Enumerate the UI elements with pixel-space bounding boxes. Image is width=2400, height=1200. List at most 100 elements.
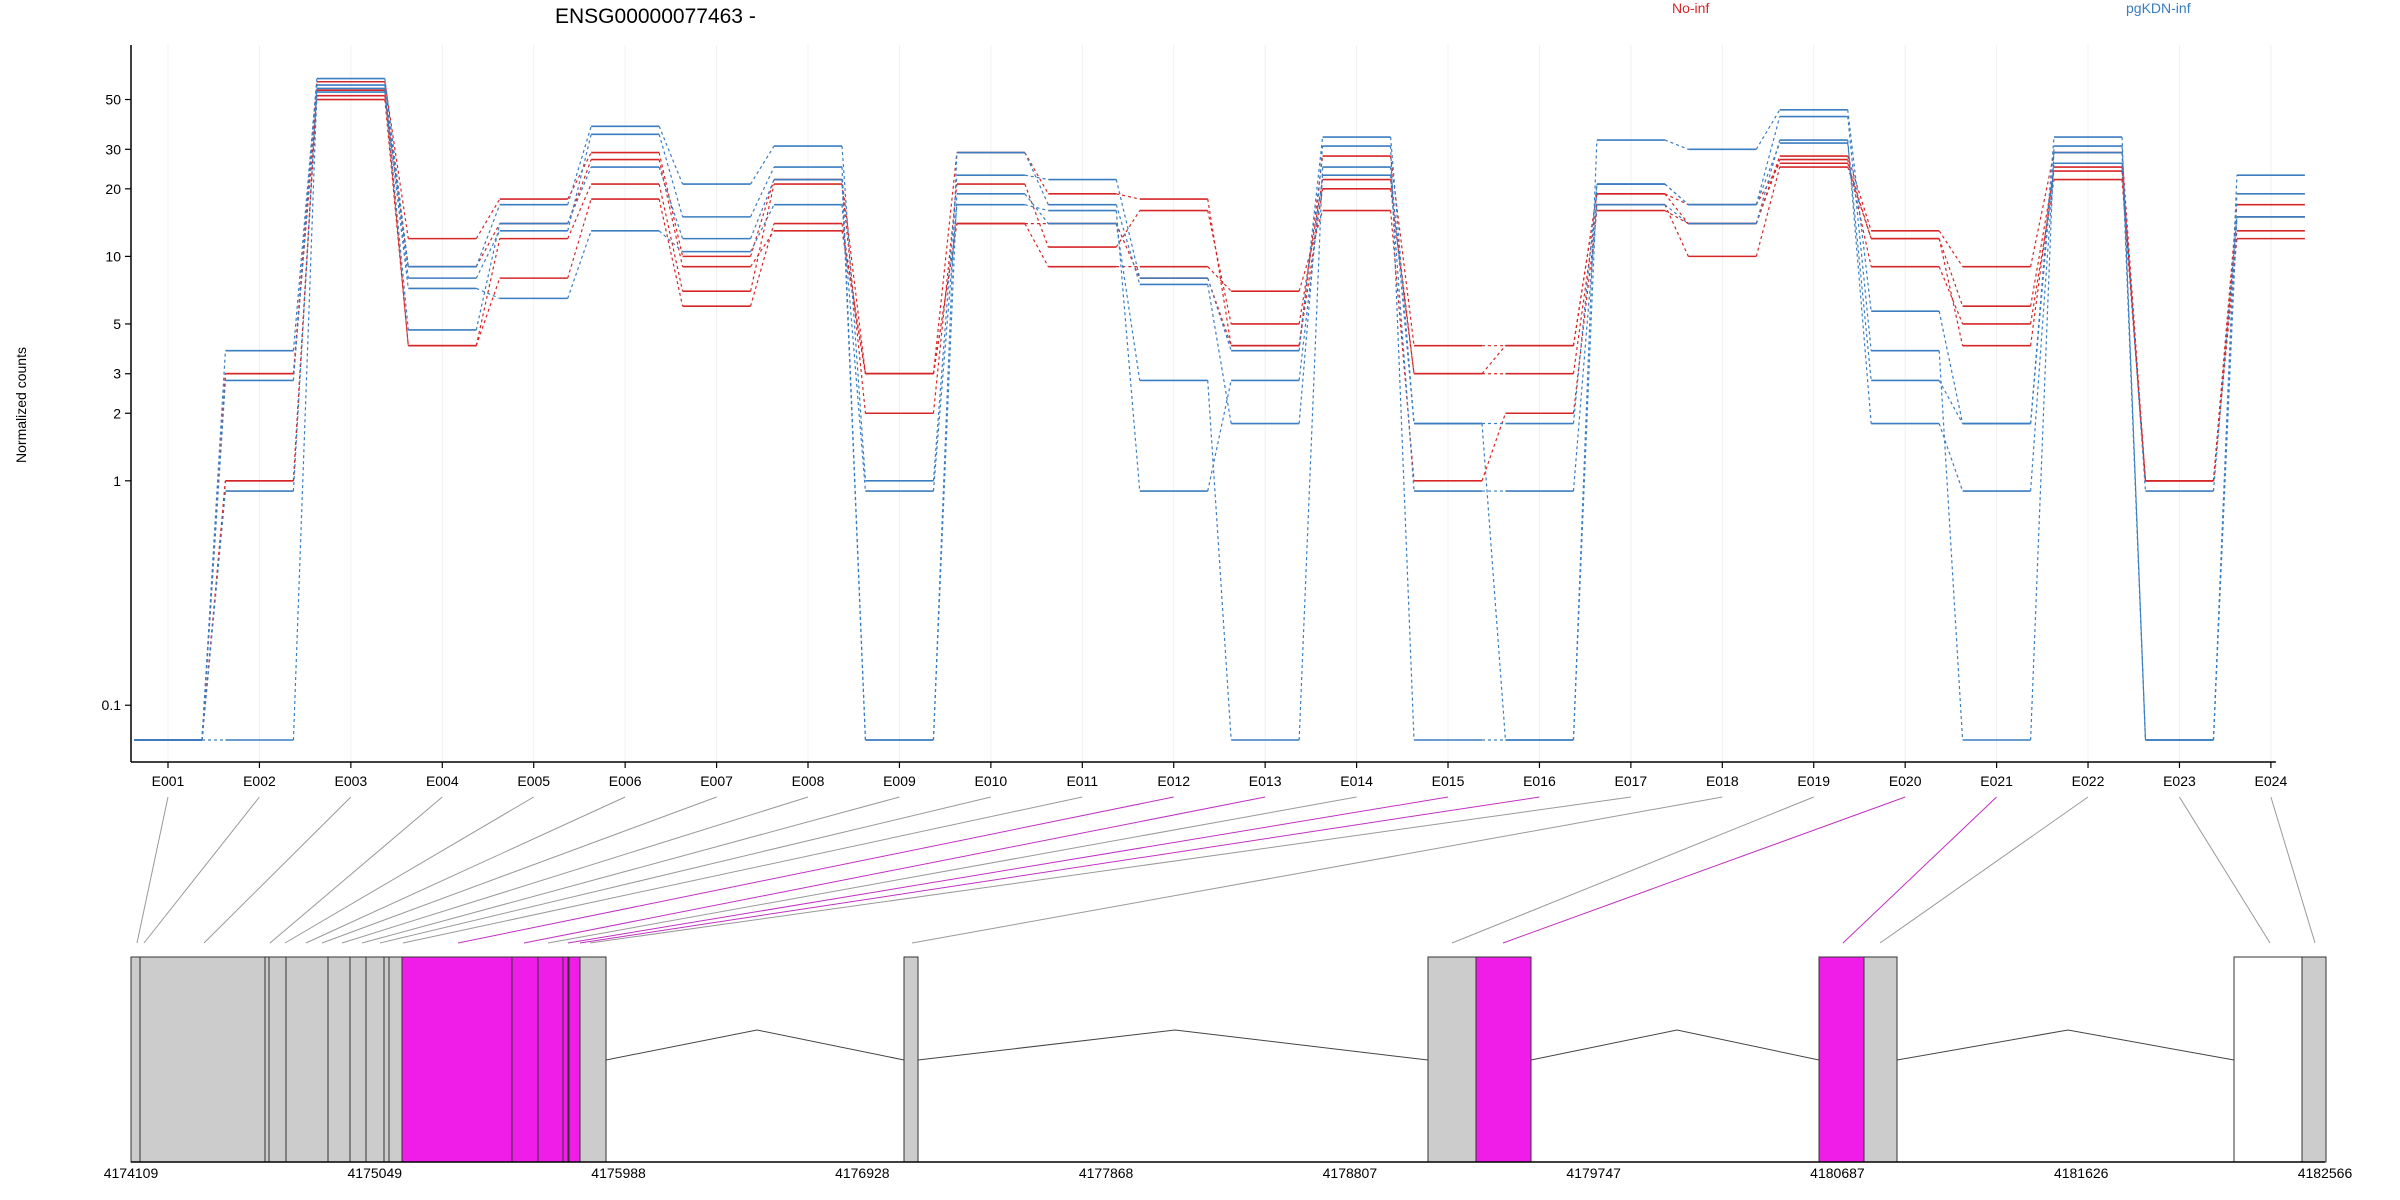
- x-tick-label: E007: [700, 773, 733, 789]
- series-link: [1664, 193, 1689, 206]
- series-link: [567, 159, 592, 224]
- x-tick-label: E018: [1706, 773, 1739, 789]
- chart-title: ENSG00000077463 -: [555, 5, 756, 28]
- series-link: [1207, 210, 1232, 325]
- exon-connector: [567, 796, 1449, 944]
- x-tick-label: E017: [1615, 773, 1648, 789]
- exon-connector: [2270, 796, 2316, 944]
- series-pgkdn-inf-6: [134, 87, 2305, 741]
- series-link: [1481, 345, 1506, 375]
- exon-connector: [547, 796, 1357, 944]
- exon-block: [579, 956, 607, 1163]
- series-link: [201, 380, 227, 741]
- series-link: [292, 99, 318, 374]
- series-link: [1755, 109, 1781, 150]
- series-link: [932, 223, 958, 374]
- series-link: [201, 480, 227, 741]
- series-pgkdn-inf-7: [134, 91, 2305, 741]
- x-tick-label: E002: [243, 773, 276, 789]
- series-link: [841, 179, 867, 374]
- exon-connector: [523, 796, 1266, 944]
- series-link: [658, 230, 683, 253]
- y-tick-label: 1: [113, 473, 121, 489]
- x-tick-label: E020: [1889, 773, 1922, 789]
- x-tick-label: E014: [1340, 773, 1373, 789]
- series-link: [384, 84, 409, 279]
- series-link: [750, 145, 775, 185]
- series-link: [932, 184, 958, 414]
- exon-connector: [341, 796, 809, 944]
- series-link: [750, 223, 775, 307]
- y-tick-label: 10: [105, 248, 121, 264]
- series-link: [1116, 193, 1140, 200]
- series-link: [384, 99, 409, 346]
- intron-line: [1896, 1029, 2235, 1061]
- x-tick-label: E012: [1157, 773, 1190, 789]
- series-link: [384, 81, 409, 239]
- series-link: [750, 230, 775, 267]
- series-link: [475, 230, 501, 279]
- series-link: [1755, 116, 1781, 205]
- exon-connectors: [136, 796, 2316, 944]
- x-tick-label: E016: [1523, 773, 1556, 789]
- coordinate-label: 4180687: [1810, 1165, 1865, 1181]
- x-tick-label: E023: [2163, 773, 2196, 789]
- series-link: [1572, 204, 1598, 374]
- series-link: [1207, 380, 1232, 492]
- series-link: [1115, 210, 1141, 492]
- x-tick-label: E021: [1980, 773, 2013, 789]
- series-link: [1024, 193, 1049, 224]
- series-link: [1755, 159, 1781, 224]
- series-link: [2121, 163, 2147, 492]
- y-tick-label: 0.1: [102, 697, 122, 713]
- series-link: [1298, 210, 1324, 292]
- series-link: [1024, 223, 1049, 267]
- series-link: [658, 126, 684, 185]
- series-link: [932, 193, 958, 741]
- series-link: [1847, 142, 1872, 381]
- exon-block: [1475, 956, 1532, 1163]
- series-no-inf-3: [134, 94, 2305, 741]
- x-tick-label: E009: [883, 773, 916, 789]
- series-link: [384, 91, 409, 289]
- series-link: [1298, 188, 1324, 346]
- series-no-inf-0: [134, 80, 2305, 741]
- x-gridlines: [167, 45, 2272, 762]
- exon-connector: [269, 796, 443, 944]
- series-link: [2212, 216, 2238, 741]
- series-link: [1024, 174, 1049, 181]
- series-link: [1938, 380, 1964, 424]
- series-link: [292, 88, 318, 492]
- series-pgkdn-inf-4: [134, 77, 2305, 741]
- x-tick-label: E024: [2255, 773, 2288, 789]
- exon-block: [1427, 956, 1477, 1163]
- series-link: [1207, 277, 1232, 346]
- series-link: [384, 88, 409, 331]
- series-link: [841, 146, 867, 481]
- series-link: [475, 204, 501, 267]
- series-link: [1938, 230, 1964, 267]
- legend-no-inf: No-inf: [1672, 0, 1709, 16]
- series-link: [292, 91, 318, 741]
- series-link: [1938, 311, 1964, 424]
- series-link: [567, 134, 592, 231]
- exon-connector: [589, 796, 1631, 944]
- series-link: [201, 491, 227, 741]
- series-link: [750, 179, 775, 239]
- series-link: [2212, 193, 2238, 741]
- exon-block: [2301, 956, 2327, 1163]
- series-link: [1664, 204, 1689, 225]
- series-link: [1298, 167, 1324, 741]
- y-tick-label: 30: [105, 141, 121, 157]
- series-link: [567, 198, 592, 279]
- x-axis: E001 E002 E003 E004 E005 E006 E007 E008 E009 E010…: [131, 761, 2288, 789]
- coordinate-label: 4174109: [104, 1165, 159, 1181]
- series-link: [1298, 137, 1324, 351]
- series-link: [749, 183, 775, 292]
- series-link: [932, 175, 958, 481]
- series-link: [292, 85, 318, 381]
- intron-line: [1530, 1029, 1820, 1061]
- series-link: [1755, 139, 1781, 224]
- series-link: [201, 480, 227, 741]
- series-link: [475, 198, 501, 239]
